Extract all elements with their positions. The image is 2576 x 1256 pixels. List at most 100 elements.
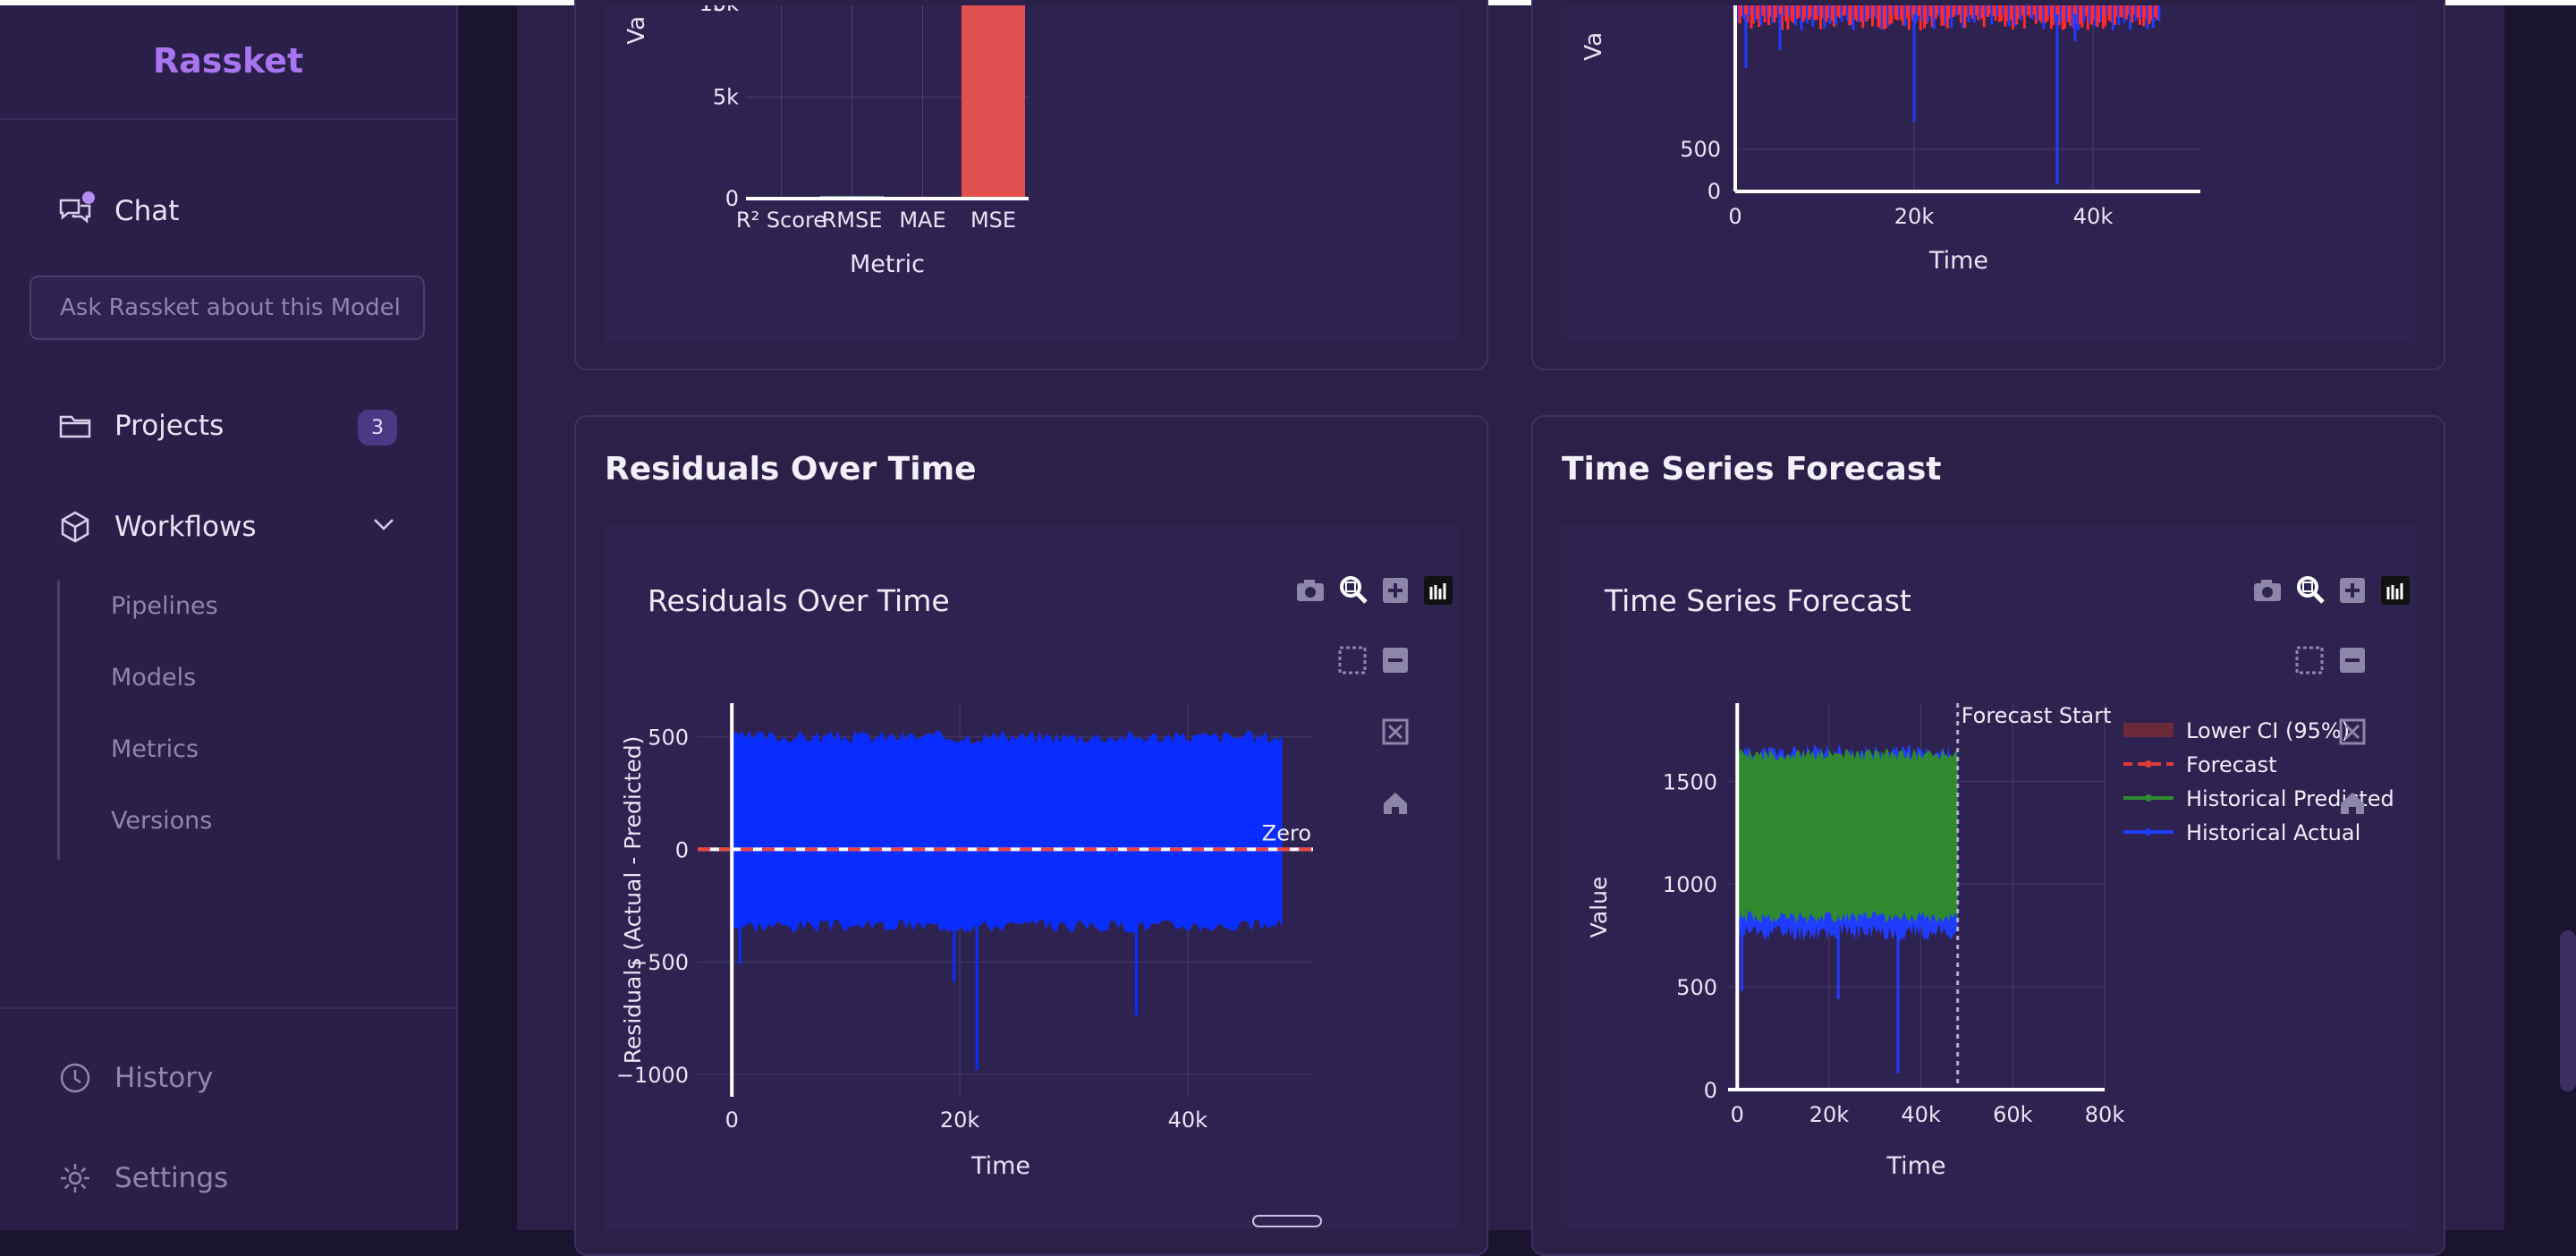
y-tick-label: 1500 [1663,769,1717,794]
nav-projects[interactable]: Projects [57,399,224,453]
divider [0,1007,456,1009]
y-tick-label: 5k [713,85,739,110]
residuals-plot-area: Residuals Over Time 500 0 −500 −1000 0 20k 40k… [605,524,1458,1230]
y-axis-label: Va [623,16,650,45]
historical-predicted-series [1737,748,1958,923]
x-tick-label: MAE [899,208,945,233]
forecast-start-annotation: Forecast Start [1962,703,2112,728]
y-tick-label: 500 [1680,137,1721,162]
sidebar-item-pipelines[interactable]: Pipelines [111,592,218,620]
legend-swatch [2123,723,2174,737]
camera-icon[interactable] [1297,580,1324,601]
x-tick-label: MSE [970,208,1016,233]
y-axis-label: Residuals (Actual - Predicted) [620,736,646,1065]
camera-icon[interactable] [2254,580,2281,601]
app-logo[interactable]: Rassket [152,41,304,81]
plotly-logo-icon[interactable] [1424,576,1453,605]
x-tick-label: R² Score [736,208,826,233]
y-tick-label: 0 [1704,1078,1717,1103]
y-tick-label: 0 [725,186,739,211]
folder-icon [57,408,93,444]
sidebar-item-versions[interactable]: Versions [111,807,213,835]
nav-settings[interactable]: Settings [57,1151,228,1205]
nav-history-label: History [114,1062,214,1094]
y-tick-label: 0 [675,837,689,862]
x-axis-label: Time [970,1152,1030,1180]
x-axis-label: Metric [850,250,925,278]
residuals-card-title: Residuals Over Time [605,451,977,488]
y-axis-label: Value [1586,877,1612,938]
zero-annotation: Zero [1262,820,1311,845]
scrollbar-thumb[interactable] [2560,930,2576,1091]
home-icon[interactable] [1384,793,1407,814]
nav-chat[interactable]: Chat [57,184,179,238]
x-axis-label: Time [1928,247,1988,275]
gear-icon [57,1160,93,1196]
legend-item: Lower CI (95%) [2186,718,2350,743]
chevron-down-icon[interactable] [370,515,397,537]
forecast-plot-title: Time Series Forecast [1605,583,1911,618]
sidebar: Rassket Chat Ask Rassket about this Mode… [0,5,458,1230]
divider [0,118,456,120]
zoom-out-icon[interactable] [2340,648,2365,673]
x-tick-label: 20k [1894,204,1935,229]
notification-dot [82,191,95,204]
nav-workflows[interactable]: Workflows [57,500,257,554]
x-tick-label: RMSE [822,208,883,233]
subnav-line [57,581,60,860]
y-axis-label: Va [1580,32,1607,61]
y-tick-label: 500 [648,726,689,751]
zoom-icon[interactable] [1340,576,1368,604]
select-box-icon[interactable] [1338,646,1367,675]
forecast-plot-area: Time Series Forecast 0 500 1000 1500 0 20k 40k… [1562,524,2415,1230]
ask-model-input[interactable]: Ask Rassket about this Model [30,276,425,340]
y-tick-label: 500 [1676,975,1717,1000]
nav-workflows-label: Workflows [114,511,257,543]
plotly-logo-icon[interactable] [2381,576,2410,605]
legend-marker [2145,760,2152,768]
x-tick-label: 0 [1731,1102,1744,1127]
x-axis-label: Time [1885,1152,1945,1180]
clock-icon [57,1060,93,1096]
predictions-line-chart[interactable]: Va 0 500 0 20k 40k Time [1562,5,2415,342]
zoom-out-icon[interactable] [1383,648,1408,673]
zoom-icon[interactable] [2297,576,2325,604]
home-icon[interactable] [2341,793,2364,814]
autoscale-icon[interactable] [1382,718,1409,745]
x-tick-label: 20k [1809,1102,1850,1127]
residuals-series [732,730,1283,933]
x-tick-label: 60k [1993,1102,2033,1127]
y-tick-label: 1000 [1663,872,1717,897]
residuals-modebar [605,524,1458,841]
y-tick-label: −1000 [616,1063,689,1088]
x-tick-label: 40k [2073,204,2114,229]
forecast-card-title: Time Series Forecast [1562,451,1942,488]
residuals-chart[interactable]: 500 0 −500 −1000 0 20k 40k Zero Residuals (Actua… [605,524,1458,1230]
legend-marker [2145,828,2152,836]
x-tick-label: 40k [1901,1102,1941,1127]
legend-marker [2145,794,2152,802]
nav-history[interactable]: History [57,1051,213,1105]
chat-icon [57,191,95,229]
nav-settings-label: Settings [114,1162,229,1194]
x-tick-label: 0 [725,1107,739,1133]
sidebar-item-models[interactable]: Models [111,664,197,692]
nav-projects-label: Projects [114,410,225,442]
forecast-chart[interactable]: 0 500 1000 1500 0 20k 40k 60k 80k Forecast Start V… [1562,524,2415,1230]
sidebar-item-metrics[interactable]: Metrics [111,735,199,763]
forecast-modebar [1562,524,2415,841]
legend-item: Historical Actual [2186,820,2360,845]
autoscale-icon[interactable] [2339,718,2366,745]
zoom-in-icon[interactable] [2340,578,2365,603]
y-tick-label: 15k [699,5,740,16]
bar [962,0,1025,199]
y-tick-label: 0 [1707,179,1721,204]
residuals-plot-title: Residuals Over Time [648,583,950,618]
select-box-icon[interactable] [2295,646,2324,675]
x-tick-label: 40k [1168,1107,1208,1133]
x-tick-label: 80k [2085,1102,2125,1127]
zoom-in-icon[interactable] [1383,578,1408,603]
cube-icon [57,509,93,545]
